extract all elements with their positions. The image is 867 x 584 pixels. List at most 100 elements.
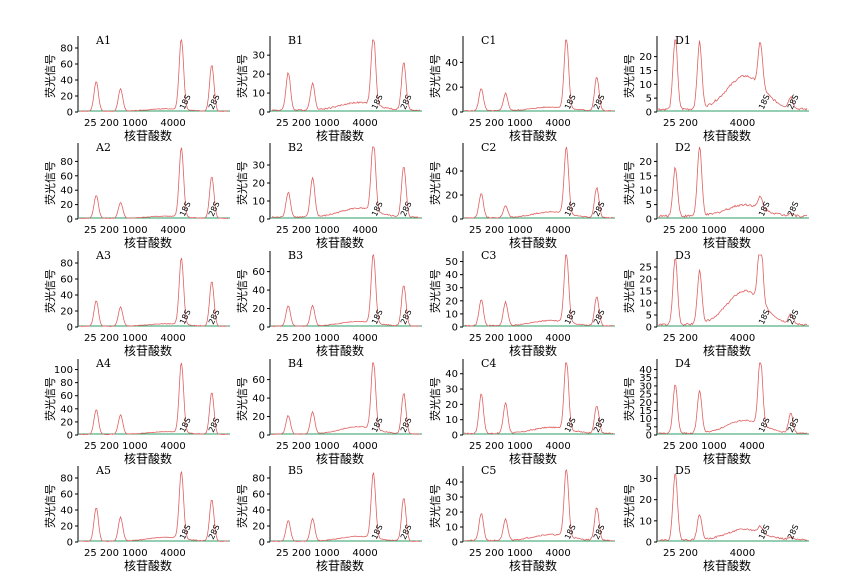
x-tick-labels: 25 200 4000 [663, 118, 755, 129]
y-axis-label: 荧光信号 [622, 161, 636, 205]
y-tick-label: 80 [60, 378, 73, 389]
y-tick-label: 40 [60, 404, 73, 415]
y-tick-label: 20 [252, 70, 265, 81]
y-tick-label: 60 [60, 60, 73, 71]
x-axis-label: 核苷酸数 [509, 343, 557, 358]
marker-label-18s: 18S [178, 308, 193, 326]
y-tick-label: 10 [445, 523, 458, 534]
y-tick-label: 0 [646, 431, 652, 442]
x-axis-label: 核苷酸数 [316, 343, 364, 358]
y-tick-label: 25 [639, 263, 652, 274]
x-axis-label: 核苷酸数 [316, 451, 364, 466]
x-axis-label: 核苷酸数 [124, 451, 172, 466]
y-tick-label: 40 [60, 76, 73, 87]
x-axis-label: 核苷酸数 [509, 451, 557, 466]
panel-title: A2 [95, 141, 111, 154]
x-tick-labels: 25 200 1000 4000 [663, 225, 765, 236]
y-tick-label: 0 [259, 538, 265, 549]
y-tick-label: 30 [445, 385, 458, 396]
panel-title: C1 [481, 34, 496, 47]
y-tick-label: 0 [646, 323, 652, 334]
y-tick-label: 100 [54, 365, 73, 376]
panel-title: D3 [675, 249, 691, 262]
x-axis-label: 核苷酸数 [509, 128, 557, 143]
marker-label-18s: 18S [757, 200, 772, 218]
panel-title: A5 [95, 464, 111, 477]
y-tick-label: 0 [259, 323, 265, 334]
y-tick-label: 40 [445, 58, 458, 69]
y-tick-label: 10 [639, 186, 652, 197]
y-tick-label: 0 [259, 215, 265, 226]
x-tick-labels: 25 200 1000 4000 [84, 441, 186, 452]
x-tick-labels: 25 200 1000 4000 [84, 333, 186, 344]
y-tick-label: 60 [252, 375, 265, 386]
signal-trace [271, 39, 421, 112]
marker-label-28s: 28S [786, 523, 801, 541]
panel-title: C2 [481, 141, 496, 154]
y-tick-label: 20 [445, 508, 458, 519]
signal-trace [464, 39, 614, 112]
y-tick-label: 60 [252, 267, 265, 278]
x-tick-labels: 25 200 1000 4000 [469, 225, 571, 236]
y-tick-label: 15 [639, 406, 652, 417]
y-axis-label: 荧光信号 [622, 269, 636, 313]
y-tick-label: 0 [452, 323, 458, 334]
y-tick-label: 20 [60, 92, 73, 103]
signal-trace [464, 254, 614, 327]
x-axis-label: 核苷酸数 [316, 558, 364, 573]
y-tick-label: 0 [259, 108, 265, 119]
signal-trace [79, 471, 229, 542]
x-tick-labels: 25 200 1000 4000 [663, 441, 765, 452]
y-axis-label: 荧光信号 [43, 377, 57, 421]
y-tick-label: 5 [646, 422, 652, 433]
y-tick-label: 50 [445, 257, 458, 268]
y-axis-label: 荧光信号 [428, 377, 442, 421]
y-tick-label: 20 [445, 296, 458, 307]
x-tick-labels: 25 200 1000 4000 [276, 441, 378, 452]
x-axis-label: 核苷酸数 [509, 235, 557, 250]
y-axis-label: 荧光信号 [622, 54, 636, 98]
y-axis-label: 荧光信号 [43, 161, 57, 205]
y-tick-label: 5 [646, 94, 652, 105]
x-axis-label: 核苷酸数 [703, 558, 751, 573]
marker-label-18s: 18S [178, 93, 193, 111]
y-tick-label: 0 [646, 215, 652, 226]
y-tick-label: 25 [639, 390, 652, 401]
y-tick-label: 60 [252, 490, 265, 501]
signal-trace [79, 257, 229, 327]
y-tick-label: 35 [639, 373, 652, 384]
signal-trace [79, 38, 229, 113]
panel-title: A4 [95, 357, 111, 370]
x-tick-labels: 25 200 1000 4000 [469, 441, 571, 452]
y-tick-label: 80 [252, 474, 265, 485]
x-tick-labels: 25 200 4000 [663, 333, 755, 344]
signal-trace [79, 362, 229, 436]
marker-label-28s: 28S [399, 308, 414, 326]
y-tick-label: 0 [452, 431, 458, 442]
y-tick-label: 0 [452, 538, 458, 549]
y-axis-label: 荧光信号 [43, 269, 57, 313]
y-tick-label: 0 [646, 538, 652, 549]
y-tick-label: 20 [445, 83, 458, 94]
y-tick-label: 80 [60, 44, 73, 55]
signal-trace [658, 146, 808, 218]
marker-label-28s: 28S [399, 200, 414, 218]
marker-label-18s: 18S [370, 200, 385, 218]
y-axis-label: 荧光信号 [428, 54, 442, 98]
y-tick-label: 0 [67, 323, 73, 334]
y-axis-label: 荧光信号 [428, 484, 442, 528]
signal-trace [658, 39, 808, 111]
y-tick-label: 60 [60, 391, 73, 402]
signal-trace [271, 472, 421, 542]
